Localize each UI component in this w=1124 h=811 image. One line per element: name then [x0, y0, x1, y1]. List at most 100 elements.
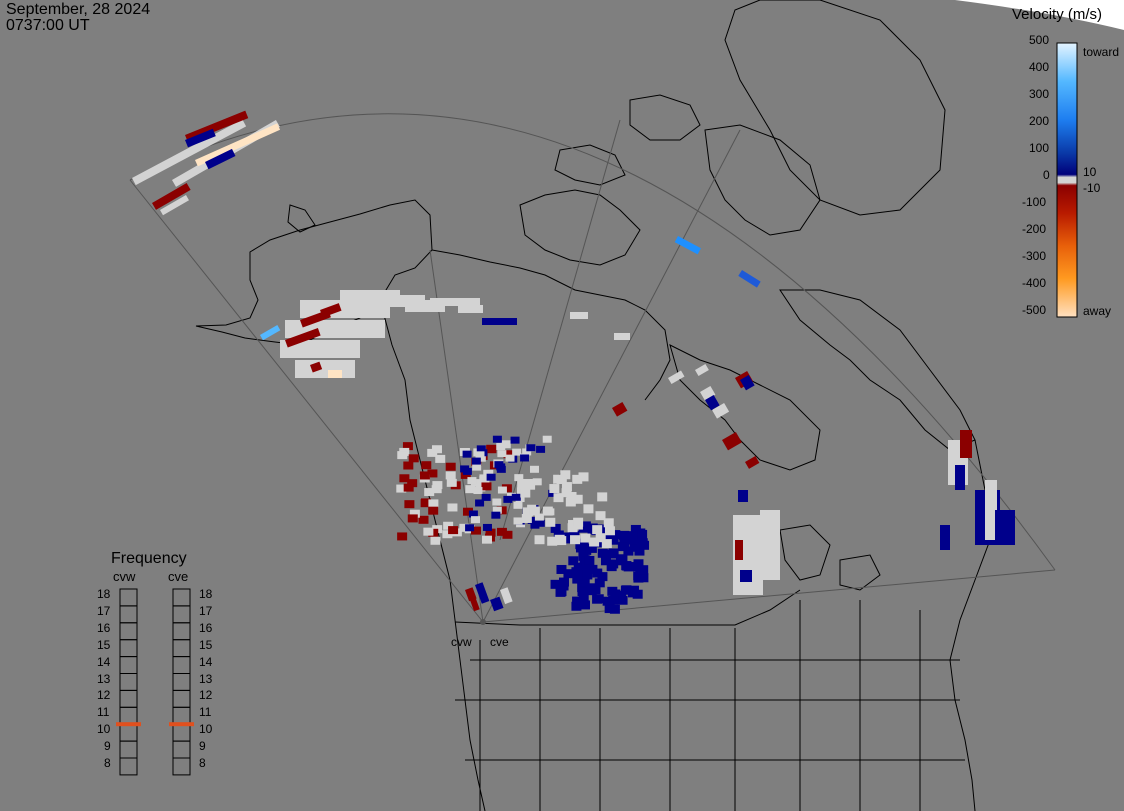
frequency-tick-label: 8 — [104, 757, 111, 769]
velocity-tick-label: 10 — [1083, 166, 1096, 178]
velocity-cell — [619, 531, 629, 540]
velocity-cell — [397, 451, 407, 459]
velocity-cell — [612, 402, 627, 417]
frequency-tick-label: 10 — [97, 723, 110, 735]
velocity-cell — [760, 510, 780, 580]
velocity-cell — [556, 536, 566, 545]
velocity-cell — [543, 436, 552, 443]
velocity-colorbar — [1056, 42, 1078, 318]
velocity-cell — [695, 364, 709, 376]
frequency-tick-label: 8 — [199, 757, 206, 769]
away-label: away — [1083, 305, 1111, 317]
toward-label: toward — [1083, 46, 1119, 58]
velocity-cell — [592, 569, 602, 578]
velocity-cell — [475, 582, 489, 604]
velocity-tick-label: 200 — [1029, 115, 1049, 127]
map-site-label-cvw: cvw — [451, 635, 472, 649]
velocity-cell — [556, 565, 566, 574]
velocity-cell — [446, 471, 456, 479]
velocity-cell — [570, 312, 588, 319]
velocity-cell — [637, 530, 647, 539]
velocity-cell — [530, 507, 540, 516]
velocity-cell — [419, 516, 429, 524]
frequency-tick-label: 9 — [199, 740, 206, 752]
velocity-cell — [486, 445, 496, 453]
velocity-cell — [592, 595, 602, 604]
velocity-cell — [403, 462, 413, 470]
time-label: 0737:00 UT — [6, 18, 90, 34]
velocity-tick-label: -400 — [1022, 277, 1046, 289]
velocity-cell — [487, 474, 496, 481]
velocity-cell — [584, 556, 594, 565]
velocity-cell — [592, 525, 602, 534]
frequency-tick-label: 15 — [199, 639, 212, 651]
velocity-cell — [571, 602, 581, 611]
velocity-cell — [428, 499, 438, 507]
velocity-cell — [497, 450, 506, 457]
velocity-cell — [738, 490, 748, 502]
velocity-cell — [633, 590, 643, 599]
velocity-cell — [610, 605, 620, 614]
frequency-tick-label: 16 — [97, 622, 110, 634]
velocity-cell — [589, 538, 599, 547]
velocity-cell — [496, 463, 505, 470]
velocity-cell — [447, 479, 457, 487]
velocity-cell — [570, 535, 580, 544]
velocity-tick-label: -300 — [1022, 250, 1046, 262]
velocity-cell — [535, 535, 545, 544]
map-site-label-cve: cve — [490, 635, 509, 649]
velocity-cell — [576, 543, 586, 552]
velocity-cell — [506, 455, 515, 462]
velocity-cell — [404, 484, 414, 492]
velocity-cell — [572, 575, 582, 584]
frequency-tick-label: 17 — [199, 605, 212, 617]
velocity-cell — [503, 496, 512, 503]
velocity-cell — [502, 531, 512, 539]
velocity-cell — [491, 512, 500, 519]
velocity-cell — [295, 360, 355, 378]
velocity-cell — [602, 539, 612, 548]
velocity-cell — [470, 598, 480, 611]
velocity-cell — [467, 477, 476, 484]
velocity-cell — [498, 487, 507, 494]
velocity-cell — [482, 536, 492, 544]
velocity-tick-label: 300 — [1029, 88, 1049, 100]
velocity-cell — [475, 451, 484, 458]
velocity-cell — [430, 537, 440, 545]
velocity-cell — [432, 445, 442, 453]
velocity-cell — [549, 484, 559, 493]
frequency-tick-label: 17 — [97, 605, 110, 617]
velocity-cell — [408, 514, 418, 522]
velocity-cell — [483, 524, 492, 531]
velocity-tick-label: 0 — [1043, 169, 1050, 181]
velocity-cell — [492, 499, 501, 506]
velocity-cell — [545, 518, 555, 527]
velocity-cell — [472, 464, 481, 471]
frequency-tick-label: 15 — [97, 639, 110, 651]
velocity-cell — [633, 559, 643, 568]
velocity-cell — [430, 298, 480, 306]
velocity-cell — [448, 526, 458, 534]
velocity-tick-label: 500 — [1029, 34, 1049, 46]
frequency-tick-label: 12 — [199, 689, 212, 701]
velocity-cell — [472, 458, 481, 465]
frequency-tick-label: 18 — [199, 588, 212, 600]
velocity-cell — [536, 446, 545, 453]
velocity-cell — [601, 556, 611, 565]
site-dot-cvw — [480, 619, 486, 625]
coastlines — [196, 0, 990, 811]
frequency-tick-label: 13 — [199, 673, 212, 685]
frequency-tick-label: 13 — [97, 673, 110, 685]
velocity-cell — [446, 463, 456, 471]
frequency-tick-label: 18 — [97, 588, 110, 600]
velocity-cell — [328, 370, 342, 378]
velocity-cell — [475, 499, 484, 506]
velocity-tick-label: 100 — [1029, 142, 1049, 154]
velocity-cell — [597, 492, 607, 501]
frequency-tick-label: 14 — [97, 656, 110, 668]
velocity-cell — [587, 586, 597, 595]
velocity-cell — [580, 534, 590, 543]
velocity-cell — [940, 525, 950, 550]
velocity-cell — [397, 532, 407, 540]
date-label: September, 28 2024 — [6, 2, 150, 18]
